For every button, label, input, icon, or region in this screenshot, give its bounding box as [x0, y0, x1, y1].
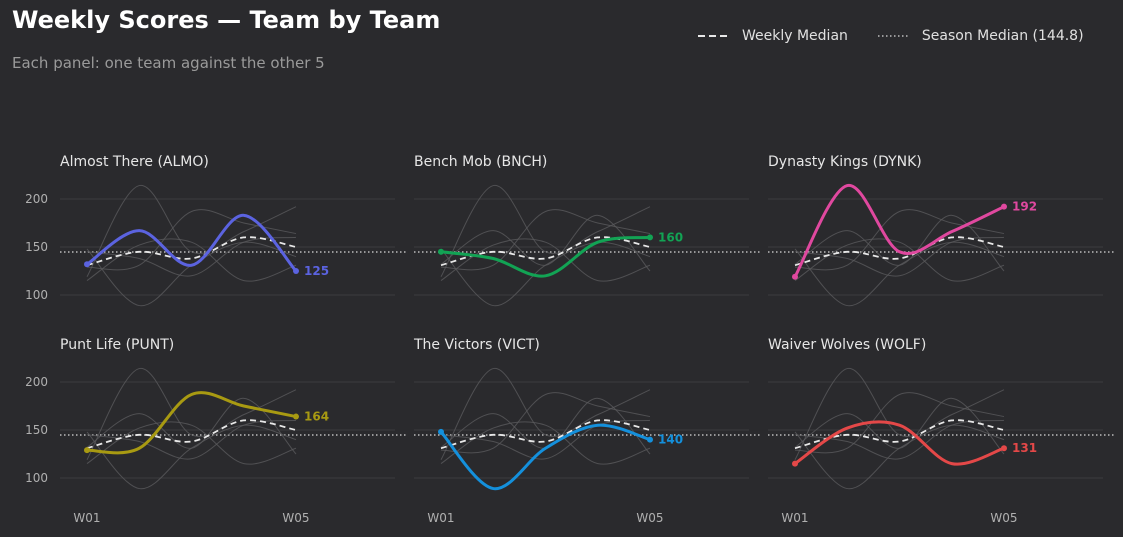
other-team-line	[440, 209, 651, 271]
other-team-line	[794, 368, 1005, 461]
team-series-line	[440, 235, 651, 278]
other-team-line	[86, 368, 297, 461]
other-team-line	[440, 185, 651, 278]
legend-dotted-line-icon	[877, 35, 908, 37]
other-team-line	[86, 185, 297, 278]
series-end-label: 125	[304, 264, 329, 278]
other-team-line	[794, 214, 1005, 272]
weekly-median-line	[440, 419, 651, 450]
other-team-line	[794, 209, 1005, 271]
panel-5: Waiver Wolves (WOLF) 131 W01 W05	[768, 337, 1115, 525]
chart-subtitle: Each panel: one team against the other 5	[12, 54, 325, 72]
team-series-line	[793, 184, 1005, 278]
series-start-point	[438, 248, 444, 255]
series-start-point	[438, 428, 444, 435]
other-team-line	[440, 214, 651, 272]
legend: Weekly Median Season Median (144.8)	[698, 28, 1114, 44]
other-team-line	[794, 392, 1005, 454]
weekly-median-line	[794, 236, 1005, 267]
y-tick-label: 150	[25, 240, 48, 254]
other-team-line	[86, 241, 297, 307]
other-team-line	[440, 368, 651, 461]
series-end-point	[293, 413, 299, 420]
team-series-line	[86, 391, 297, 455]
x-tick-label: W01	[73, 511, 100, 525]
other-team-line	[440, 397, 651, 455]
series-start-point	[84, 261, 90, 268]
x-tick-label: W01	[781, 511, 808, 525]
series-end-point	[1001, 445, 1007, 452]
panel-0: Almost There (ALMO) 100 150 200 125	[25, 154, 407, 307]
series-end-point	[647, 234, 653, 241]
y-tick-label: 200	[25, 375, 48, 389]
other-team-line	[794, 241, 1005, 307]
other-team-line	[440, 419, 651, 460]
y-tick-label: 150	[25, 423, 48, 437]
other-team-line	[794, 424, 1005, 490]
panel-title: The Victors (VICT)	[413, 337, 540, 353]
panel-2: Dynasty Kings (DYNK) 192	[768, 154, 1115, 307]
panel-title: Punt Life (PUNT)	[60, 337, 174, 353]
y-tick-label: 100	[25, 471, 48, 485]
x-tick-label: W05	[636, 511, 663, 525]
other-team-line	[86, 419, 297, 460]
team-series-line	[86, 213, 298, 273]
panel-1: Bench Mob (BNCH) 160	[414, 154, 761, 307]
panel-title: Bench Mob (BNCH)	[414, 154, 547, 170]
chart-title: Weekly Scores — Team by Team	[12, 6, 441, 34]
other-team-line	[440, 241, 651, 307]
other-team-line	[86, 397, 297, 455]
series-end-label: 140	[658, 433, 683, 447]
panel-title: Dynasty Kings (DYNK)	[768, 154, 922, 170]
x-tick-label: W01	[427, 511, 454, 525]
team-series-line	[794, 420, 1005, 466]
panel-title: Waiver Wolves (WOLF)	[768, 337, 926, 353]
x-tick-label: W05	[990, 511, 1017, 525]
series-end-point	[647, 436, 653, 443]
series-end-label: 131	[1012, 441, 1037, 455]
series-start-point	[792, 460, 798, 467]
x-tick-label: W05	[282, 511, 309, 525]
panel-3: Punt Life (PUNT) 100 150 200 164 W01 W05	[25, 337, 407, 525]
legend-dashed-line-icon	[698, 35, 728, 37]
panel-title: Almost There (ALMO)	[60, 154, 209, 170]
series-start-point	[792, 273, 798, 280]
team-series-line	[439, 423, 651, 491]
series-start-point	[84, 447, 90, 454]
legend-item-season-median: Season Median (144.8)	[877, 28, 1084, 44]
other-team-line	[440, 392, 651, 454]
weekly-median-line	[86, 236, 297, 267]
series-end-point	[293, 268, 299, 274]
panel-4: The Victors (VICT) 140 W01 W05	[413, 337, 761, 525]
series-end-label: 164	[304, 410, 329, 424]
weekly-median-line	[794, 419, 1005, 450]
series-end-point	[1001, 203, 1007, 210]
other-team-line	[794, 236, 1005, 277]
y-tick-label: 200	[25, 192, 48, 206]
legend-label-weekly-median: Weekly Median	[742, 28, 848, 44]
legend-label-season-median: Season Median (144.8)	[921, 28, 1084, 44]
series-end-label: 192	[1012, 200, 1037, 214]
other-team-line	[86, 236, 297, 277]
legend-item-weekly-median: Weekly Median	[698, 28, 848, 44]
other-team-line	[794, 419, 1005, 460]
y-tick-label: 100	[25, 288, 48, 302]
other-team-line	[86, 424, 297, 490]
series-end-label: 160	[658, 230, 683, 244]
weekly-median-line	[86, 419, 297, 450]
